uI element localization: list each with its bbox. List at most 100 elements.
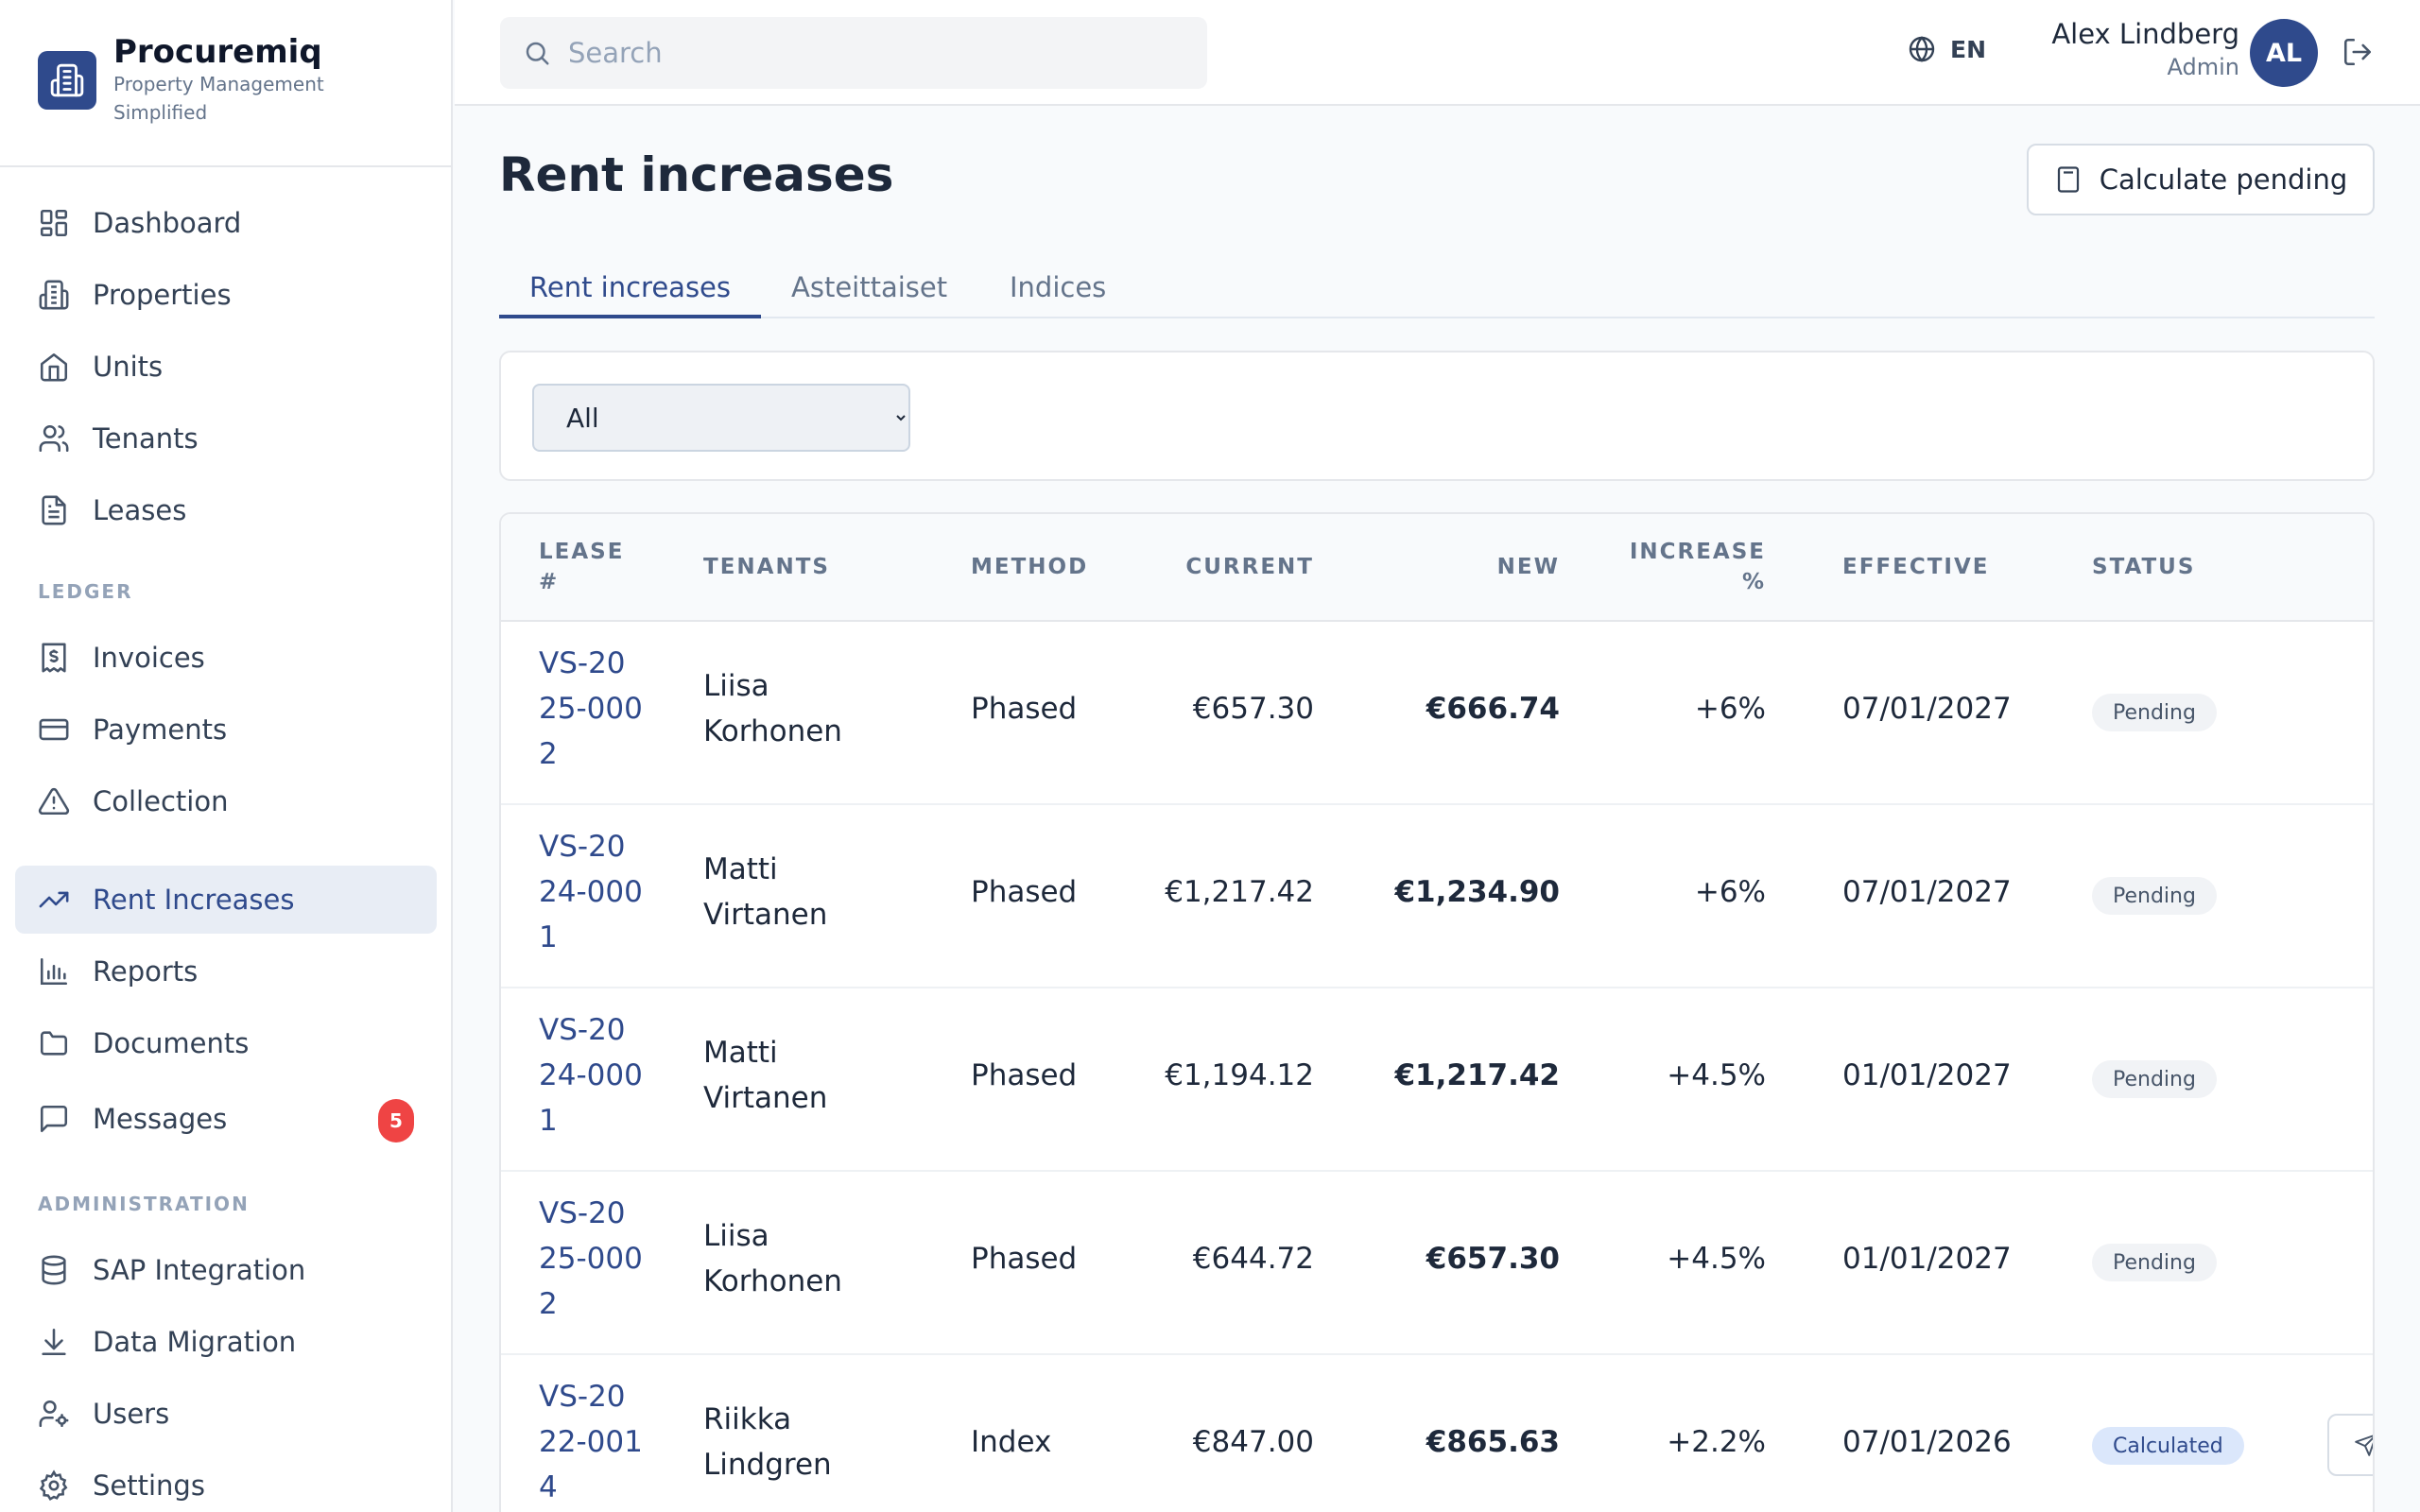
sidebar-item-rent-increases[interactable]: Rent Increases [15, 866, 437, 934]
table-row[interactable]: VS-2025-0002 Liisa Korhonen Phased €644.… [501, 1172, 2373, 1355]
tenant-name: Liisa Korhonen [703, 669, 842, 748]
table-header: LEASE # TENANTS METHOD CURRENT NEW INCRE… [501, 514, 2373, 622]
brand: Procuremiq Property Management Simplifie… [0, 0, 451, 167]
table-row[interactable]: VS-2022-0014 Riikka Lindgren Index €847.… [501, 1355, 2373, 1512]
table-row[interactable]: VS-2024-0001 Matti Virtanen Phased €1,19… [501, 988, 2373, 1172]
avatar[interactable]: AL [2250, 19, 2318, 87]
th-tenants: TENANTS [703, 555, 830, 579]
sidebar-item-label: Documents [93, 1027, 250, 1059]
table-row[interactable]: VS-2025-0002 Liisa Korhonen Phased €657.… [501, 622, 2373, 805]
increase-percent: +4.5% [1667, 1242, 1766, 1276]
sidebar-item-dashboard[interactable]: Dashboard [15, 189, 437, 257]
lease-number-link[interactable]: VS-2025-0002 [539, 646, 643, 771]
sidebar-item-collection[interactable]: Collection [15, 767, 437, 835]
brand-logo-icon[interactable] [38, 51, 96, 110]
sidebar-item-leases[interactable]: Leases [15, 476, 437, 544]
tenant-name: Liisa Korhonen [703, 1219, 842, 1298]
tenant-name: Matti Virtanen [703, 852, 828, 932]
search-box[interactable] [500, 17, 1207, 89]
sidebar-item-label: Messages [93, 1103, 228, 1135]
sidebar-item-label: Properties [93, 279, 232, 311]
lease-number-link[interactable]: VS-2022-0014 [539, 1380, 643, 1504]
database-icon [42, 1255, 66, 1285]
page-title: Rent increases [499, 147, 894, 202]
increase-percent: +6% [1694, 875, 1766, 909]
tenant-name: Riikka Lindgren [703, 1402, 832, 1482]
language-switcher[interactable]: EN [1907, 34, 1986, 64]
sidebar-item-label: Reports [93, 955, 199, 988]
status-filter-select[interactable]: All [532, 384, 910, 452]
increase-percent: +4.5% [1667, 1058, 1766, 1092]
sidebar-item-settings[interactable]: Settings [15, 1452, 437, 1512]
effective-date: 07/01/2027 [1842, 875, 2012, 909]
table-row[interactable]: VS-2024-0001 Matti Virtanen Phased €1,21… [501, 805, 2373, 988]
status-badge: Pending [2092, 1060, 2217, 1098]
calculate-pending-button[interactable]: Calculate pending [2027, 144, 2375, 215]
send-notice-button[interactable] [2327, 1414, 2373, 1476]
sidebar-item-tenants[interactable]: Tenants [15, 404, 437, 472]
lease-number-link[interactable]: VS-2024-0001 [539, 1013, 643, 1138]
tenant-name: Matti Virtanen [703, 1036, 828, 1115]
logout-button[interactable] [2342, 36, 2374, 72]
sidebar-item-documents[interactable]: Documents [15, 1009, 437, 1077]
sidebar: Procuremiq Property Management Simplifie… [0, 0, 453, 1512]
lease-number-link[interactable]: VS-2025-0002 [539, 1196, 643, 1321]
send-icon [2355, 1435, 2373, 1456]
current-rent: €657.30 [1192, 692, 1314, 726]
dashboard-icon [40, 209, 68, 237]
tab-rent-increases[interactable]: Rent increases [499, 252, 761, 318]
filter-card: All [499, 351, 2375, 481]
tab-asteittaiset[interactable]: Asteittaiset [791, 271, 948, 303]
method: Index [971, 1425, 1052, 1459]
sidebar-item-users[interactable]: Users [15, 1380, 437, 1448]
status-badge: Pending [2092, 877, 2217, 915]
sidebar-item-payments[interactable]: Payments [15, 696, 437, 764]
lease-number-link[interactable]: VS-2024-0001 [539, 830, 643, 954]
sidebar-item-sap-integration[interactable]: SAP Integration [15, 1236, 437, 1304]
sidebar-item-invoices[interactable]: Invoices [15, 624, 437, 692]
sidebar-item-label: Tenants [93, 422, 199, 455]
section-administration: ADMINISTRATION [38, 1193, 250, 1215]
sidebar-item-data-migration[interactable]: Data Migration [15, 1308, 437, 1376]
user-info: Alex Lindberg Admin [2051, 17, 2239, 83]
messages-count-badge: 5 [378, 1099, 414, 1143]
calculator-icon [2057, 166, 2079, 193]
sidebar-item-label: Settings [93, 1469, 205, 1502]
sidebar-item-label: Invoices [93, 642, 205, 674]
tab-bar: Rent increases Asteittaiset Indices [499, 252, 2375, 318]
gear-icon [39, 1469, 68, 1502]
calculate-pending-label: Calculate pending [2099, 163, 2348, 196]
invoice-icon [42, 643, 66, 673]
document-icon [42, 495, 66, 525]
user-name: Alex Lindberg [2051, 18, 2239, 50]
current-rent: €847.00 [1192, 1425, 1314, 1459]
th-lease: LEASE # [539, 540, 625, 594]
sidebar-item-properties[interactable]: Properties [15, 261, 437, 329]
logout-icon [2343, 38, 2372, 66]
search-input[interactable] [568, 37, 1173, 69]
credit-card-icon [39, 718, 69, 741]
th-method: METHOD [971, 555, 1089, 579]
status-badge: Calculated [2092, 1427, 2244, 1465]
language-label: EN [1950, 35, 1987, 63]
sidebar-item-units[interactable]: Units [15, 333, 437, 401]
tab-indices[interactable]: Indices [1010, 271, 1107, 303]
sidebar-item-reports[interactable]: Reports [15, 937, 437, 1005]
rent-increases-table: LEASE # TENANTS METHOD CURRENT NEW INCRE… [499, 512, 2375, 1512]
sidebar-item-label: Rent Increases [93, 884, 295, 916]
sidebar-item-messages[interactable]: Messages 5 [15, 1085, 437, 1153]
effective-date: 01/01/2027 [1842, 1242, 2012, 1276]
download-icon [42, 1328, 66, 1356]
sidebar-item-label: Collection [93, 785, 229, 817]
sidebar-item-label: Payments [93, 713, 228, 746]
increase-percent: +6% [1694, 692, 1766, 726]
new-rent: €666.74 [1426, 692, 1560, 726]
status-badge: Pending [2092, 694, 2217, 731]
new-rent: €865.63 [1426, 1425, 1560, 1459]
sidebar-item-label: Data Migration [93, 1326, 297, 1358]
sidebar-item-label: SAP Integration [93, 1254, 306, 1286]
th-new: NEW [1496, 555, 1560, 579]
brand-tagline: Property Management Simplified [113, 73, 324, 124]
new-rent: €1,217.42 [1394, 1058, 1560, 1092]
method: Phased [971, 1058, 1078, 1092]
